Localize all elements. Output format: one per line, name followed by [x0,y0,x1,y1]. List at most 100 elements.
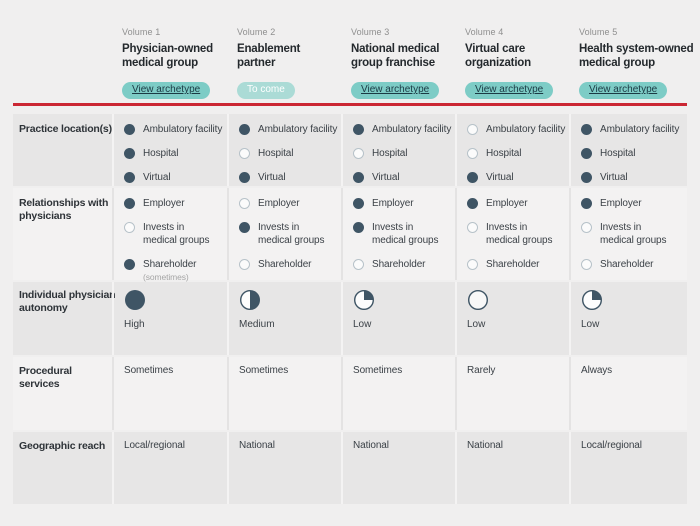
autonomy-level-label: Medium [239,318,275,330]
dot-empty-icon [239,197,250,209]
option-item: Virtual [353,171,453,184]
option-item: Invests in medical groups [467,221,567,247]
option-label: Employer [372,197,414,209]
option-label: Invests in medical groups [143,221,210,246]
row-label: Geographic reach [19,439,106,452]
dot-empty-icon [467,147,478,159]
volume-label: Volume 4 [465,27,504,37]
volume-label: Volume 5 [579,27,618,37]
dot-empty-icon [353,147,364,159]
cell: Ambulatory facility Hospital Virtual [455,113,569,186]
cell-value: National [239,439,275,451]
dot-filled-icon [239,123,250,135]
cell-value: Rarely [467,364,496,376]
archetype-title: Health system-owned medical group [579,43,694,69]
table-row: Relationships with physicians Employer Inve… [13,187,687,282]
cell: Ambulatory facility Hospital Virtual [227,113,341,186]
view-archetype-button[interactable]: View archetype [465,82,554,99]
cell-value: Local/regional [581,439,642,451]
column-header: Volume 5 Health system-owned medical group… [569,27,694,99]
option-item: Hospital [353,147,453,160]
option-label: Employer [600,197,642,209]
option-item: Employer [353,197,453,210]
option-item: Ambulatory facility [124,123,225,136]
autonomy-indicator: Low [353,289,453,330]
cell: Low [569,281,687,355]
archetype-header-row: Volume 1 Physician-owned medical group View… [112,27,700,99]
cell: Employer Invests in medical groups Sharehol… [227,187,341,280]
option-label: Invests in medical groups [486,221,553,246]
option-label: Ambulatory facility [486,123,566,135]
option-label: Employer [258,197,300,209]
table-row: Practice location(s) Ambulatory facility H… [13,113,687,186]
cell: Employer Invests in medical groups Sharehol… [112,187,227,282]
option-label: Shareholder [600,258,654,270]
dot-filled-icon [353,221,364,233]
table-row: Procedural services Sometimes Sometimes Some… [13,356,687,430]
option-item: Virtual [467,171,567,184]
option-item: Hospital [239,147,339,160]
dot-filled-icon [124,147,135,159]
option-item: Invests in medical groups [239,221,339,247]
dot-empty-icon [353,258,364,270]
cell: Local/regional [569,431,687,504]
option-item: Hospital [581,147,685,160]
volume-label: Volume 2 [237,27,276,37]
option-label: Employer [143,197,185,209]
option-label: Hospital [258,147,294,159]
cell-value: National [467,439,503,451]
autonomy-level-label: Low [581,318,600,330]
dot-empty-icon [239,147,250,159]
row-label: Practice location(s) [19,122,112,135]
archetype-title: National medical group franchise [351,43,440,69]
view-archetype-button[interactable]: View archetype [122,82,211,99]
option-label: Virtual [258,171,286,183]
cell: Always [569,356,687,430]
cell: Employer Invests in medical groups Sharehol… [341,187,455,280]
cell: Low [341,281,455,355]
option-item: Virtual [124,171,225,184]
autonomy-pie-empty-icon [467,289,489,310]
option-label: Hospital [372,147,408,159]
dot-filled-icon [581,197,592,209]
dot-filled-icon [124,197,135,209]
dot-filled-icon [124,258,135,270]
autonomy-level-label: High [124,318,145,330]
option-item: Ambulatory facility [581,123,685,136]
option-item: Ambulatory facility [353,123,453,136]
dot-empty-icon [467,221,478,233]
option-item: Invests in medical groups [124,221,225,247]
option-label: Invests in medical groups [258,221,325,246]
dot-filled-icon [353,171,364,183]
view-archetype-button[interactable]: View archetype [579,82,668,99]
cell-value: Sometimes [353,364,403,376]
option-item: Employer [581,197,685,210]
option-item: Shareholder (sometimes) [124,258,225,282]
dot-filled-icon [353,123,364,135]
autonomy-pie-half-icon [239,289,261,310]
view-archetype-button[interactable]: View archetype [351,82,440,99]
option-label: Hospital [600,147,636,159]
column-header: Volume 4 Virtual care organization View arc… [455,27,569,99]
cell: National [341,431,455,504]
row-label: Procedural services [19,364,72,390]
option-item: Ambulatory facility [467,123,567,136]
volume-label: Volume 1 [122,27,161,37]
dot-empty-icon [581,258,592,270]
row-label: Relationships with physicians [19,196,109,222]
dot-empty-icon [467,258,478,270]
option-item: Shareholder [353,258,453,271]
option-label: Virtual [143,171,171,183]
option-label: Ambulatory facility [143,123,223,135]
cell: Low [455,281,569,355]
autonomy-indicator: Medium [239,289,339,330]
autonomy-level-label: Low [467,318,486,330]
dot-empty-icon [239,258,250,270]
cell-value: National [353,439,389,451]
option-item: Shareholder [467,258,567,271]
option-label: Ambulatory facility [258,123,338,135]
volume-label: Volume 3 [351,27,390,37]
option-label: Virtual [600,171,628,183]
autonomy-pie-quarter-icon [353,289,375,310]
cell: Sometimes [227,356,341,430]
